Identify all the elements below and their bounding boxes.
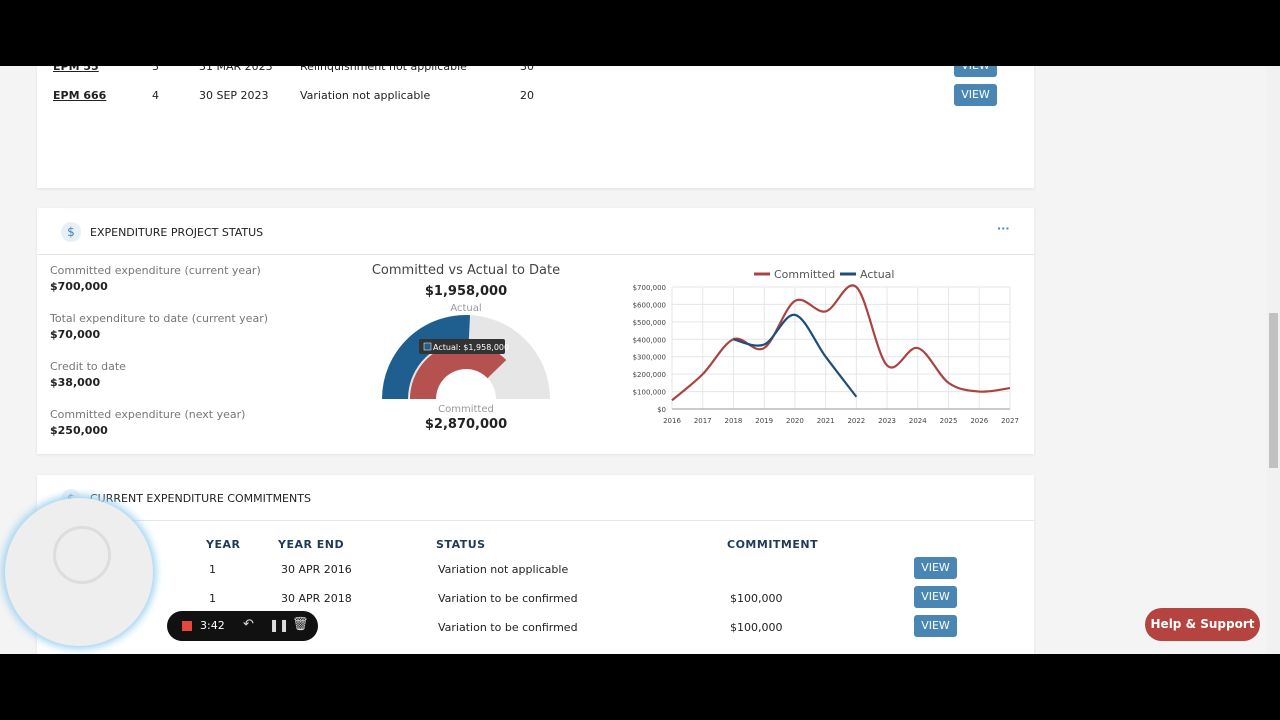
row-year-end: 30 APR 2016 (281, 563, 352, 576)
gauge-label: Actual (450, 303, 481, 314)
more-menu[interactable]: ··· (997, 222, 1010, 235)
row-status: Variation to be confirmed (438, 621, 578, 634)
x-tick-label: 2022 (847, 417, 865, 425)
scrollbar (1267, 66, 1280, 654)
gauge-value: $1,958,000 (425, 284, 507, 299)
tooltip-swatch (423, 342, 432, 351)
x-tick-label: 2027 (1001, 417, 1019, 425)
expenditure-card: $ EXPENDITURE PROJECT STATUS ··· (37, 208, 1034, 454)
help-button[interactable]: Help & Support (1145, 608, 1260, 641)
x-tick-label: 2020 (786, 417, 804, 425)
stat-value: $700,000 (50, 280, 108, 293)
row-status: Variation to be confirmed (438, 592, 578, 605)
scroll-thumb[interactable] (1269, 313, 1278, 468)
y-tick-label: $600,000 (633, 301, 666, 309)
card-title: EXPENDITURE PROJECT STATUS (90, 226, 264, 239)
y-tick-label: $200,000 (633, 371, 666, 379)
x-tick-label: 2018 (725, 417, 743, 425)
data-line (733, 313, 858, 398)
recorder-bar: 3:42 ↶ ❚❚ 🗑 (167, 611, 318, 641)
icon: $ (61, 222, 81, 242)
stat-label: Credit to date (50, 360, 126, 373)
row-status: Variation not applicable (300, 89, 431, 102)
view-button[interactable]: VIEW (914, 557, 957, 579)
row-year: 1 (209, 563, 216, 576)
row-year-end: 30 APR 2018 (281, 592, 352, 605)
commitments-card: $ CURRENT EXPENDITURE COMMITMENTS (37, 475, 1034, 675)
stat-label: Committed expenditure (current year) (50, 264, 261, 277)
legend-label: Committed (774, 268, 835, 281)
stat-label: Total expenditure to date (current year) (50, 312, 269, 325)
x-tick-label: 2017 (694, 417, 712, 425)
letterbox-bottom (0, 654, 1280, 720)
gauge-label: Committed (438, 404, 494, 415)
x-tick-label: 2026 (970, 417, 988, 425)
view-button[interactable]: VIEW (914, 586, 957, 608)
gauge-value: $2,870,000 (425, 417, 507, 432)
y-tick-label: $0 (657, 406, 666, 414)
y-tick-label: $500,000 (633, 319, 666, 327)
y-tick-label: $300,000 (633, 354, 666, 362)
gauge-arc (410, 343, 507, 399)
chart-title: Committed vs Actual to Date (372, 263, 560, 278)
y-tick-label: $700,000 (633, 284, 666, 292)
view-button[interactable]: VIEW (954, 84, 997, 106)
letterbox-top (0, 0, 1280, 66)
webcam-overlay (5, 498, 153, 646)
card-title: CURRENT EXPENDITURE COMMITMENTS (90, 492, 311, 505)
delete-button[interactable]: 🗑 (292, 617, 309, 632)
view-button[interactable]: VIEW (914, 615, 957, 637)
stat-value: $70,000 (50, 328, 101, 341)
x-tick-label: 2023 (878, 417, 896, 425)
tooltip (419, 339, 505, 354)
stat-value: $250,000 (50, 424, 108, 437)
row-count: 20 (520, 89, 534, 102)
row-year-end: 30 SEP 2023 (199, 89, 269, 102)
stat-label: Committed expenditure (next year) (50, 408, 246, 421)
stat-value: $38,000 (50, 376, 101, 389)
column-header: YEAR (206, 538, 241, 551)
column-header: COMMITMENT (727, 538, 819, 551)
divider (37, 254, 1034, 255)
row-status: Variation not applicable (438, 563, 569, 576)
x-tick-label: 2016 (663, 417, 681, 425)
x-tick-label: 2024 (909, 417, 927, 425)
tooltip-text: Actual: $1,958,000 (433, 343, 509, 352)
legend-label: Actual (860, 268, 894, 281)
y-tick-label: $100,000 (633, 389, 666, 397)
stop-button[interactable] (182, 621, 192, 631)
x-tick-label: 2025 (940, 417, 958, 425)
row-name: EPM 666 (53, 89, 107, 102)
row-commitment: $100,000 (730, 621, 783, 634)
recorder-time: 3:42 (200, 619, 225, 632)
x-tick-label: 2021 (817, 417, 835, 425)
gauge-arc (382, 315, 471, 399)
column-header: STATUS (436, 538, 486, 551)
row-year: 1 (209, 592, 216, 605)
y-tick-label: $400,000 (633, 336, 666, 344)
row-commitment: $100,000 (730, 592, 783, 605)
row-year: 3 (152, 60, 159, 73)
undo-button[interactable]: ↶ (243, 617, 254, 632)
column-header: YEAR END (278, 538, 345, 551)
data-line (671, 284, 1011, 402)
row-year: 4 (152, 89, 159, 102)
divider (37, 520, 1034, 521)
x-tick-label: 2019 (755, 417, 773, 425)
pause-button[interactable]: ❚❚ (269, 618, 290, 632)
